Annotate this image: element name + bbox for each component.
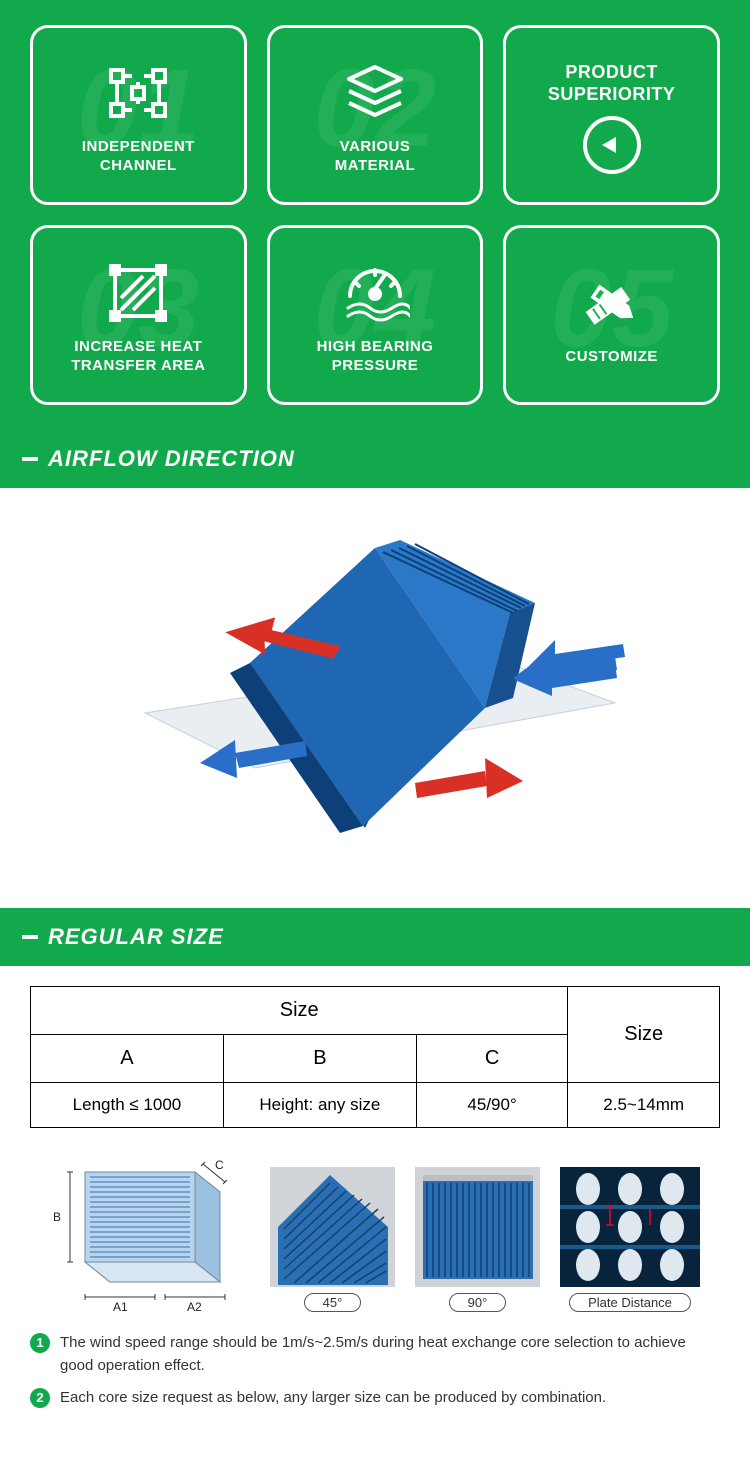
section-title: AIRFLOW DIRECTION xyxy=(48,446,295,472)
play-icon xyxy=(583,116,641,174)
feature-grid: 01 INDEPENDENTCHANNEL 02 VARIOUSMATERIAL… xyxy=(0,0,750,430)
table-header-size-right: Size xyxy=(568,987,720,1083)
note-item: 1 The wind speed range should be 1m/s~2.… xyxy=(30,1332,720,1377)
airflow-diagram xyxy=(0,488,750,908)
feature-customize: 05 CUSTOMIZE xyxy=(503,225,720,405)
table-subheader: A xyxy=(31,1035,224,1083)
section-size-header: REGULAR SIZE xyxy=(0,908,750,966)
note-badge: 1 xyxy=(30,1333,50,1353)
thumb-caption: Plate Distance xyxy=(569,1293,691,1312)
section-title: REGULAR SIZE xyxy=(48,924,224,950)
gauge-icon xyxy=(340,258,410,328)
thumb-plate-distance: Plate Distance xyxy=(560,1167,700,1312)
table-cell: Height: any size xyxy=(223,1083,416,1128)
feature-pressure: 04 HIGH BEARINGPRESSURE xyxy=(267,225,484,405)
feature-various-material: 02 VARIOUSMATERIAL xyxy=(267,25,484,205)
thumb-45: 45° xyxy=(270,1167,395,1312)
thumb-dimensions: B A1 A2 C xyxy=(30,1152,250,1312)
feature-label: INCREASE HEATTRANSFER AREA xyxy=(71,338,205,376)
thumb-caption: 90° xyxy=(449,1293,507,1312)
table-subheader: B xyxy=(223,1035,416,1083)
dim-label: B xyxy=(53,1210,61,1224)
feature-label: CUSTOMIZE xyxy=(565,348,658,367)
note-badge: 2 xyxy=(30,1388,50,1408)
size-table-wrap: Size Size A B C Length ≤ 1000 Height: an… xyxy=(0,966,750,1138)
feature-label: VARIOUSMATERIAL xyxy=(335,138,415,176)
channel-icon xyxy=(103,58,173,128)
section-airflow-header: AIRFLOW DIRECTION xyxy=(0,430,750,488)
note-text: The wind speed range should be 1m/s~2.5m… xyxy=(60,1332,720,1377)
feature-label: PRODUCTSUPERIORITY xyxy=(548,61,676,106)
thumbnail-row: B A1 A2 C 45° xyxy=(0,1138,750,1322)
dim-label: A1 xyxy=(113,1300,128,1314)
dim-label: A2 xyxy=(187,1300,202,1314)
table-cell: Length ≤ 1000 xyxy=(31,1083,224,1128)
table-subheader: C xyxy=(416,1035,568,1083)
thumb-90: 90° xyxy=(415,1167,540,1312)
feature-independent-channel: 01 INDEPENDENTCHANNEL xyxy=(30,25,247,205)
feature-label: HIGH BEARINGPRESSURE xyxy=(317,338,434,376)
note-item: 2 Each core size request as below, any l… xyxy=(30,1387,720,1410)
feature-heat-area: 03 INCREASE HEATTRANSFER AREA xyxy=(30,225,247,405)
table-cell: 45/90° xyxy=(416,1083,568,1128)
table-cell: 2.5~14mm xyxy=(568,1083,720,1128)
size-table: Size Size A B C Length ≤ 1000 Height: an… xyxy=(30,986,720,1128)
notes-list: 1 The wind speed range should be 1m/s~2.… xyxy=(0,1322,750,1450)
layers-icon xyxy=(340,58,410,128)
thumb-caption: 45° xyxy=(304,1293,362,1312)
note-text: Each core size request as below, any lar… xyxy=(60,1387,606,1410)
dim-label: C xyxy=(215,1158,224,1172)
feature-label: INDEPENDENTCHANNEL xyxy=(82,138,195,176)
area-icon xyxy=(103,258,173,328)
table-header-size: Size xyxy=(31,987,568,1035)
customize-icon xyxy=(577,268,647,338)
feature-product-superiority[interactable]: PRODUCTSUPERIORITY xyxy=(503,25,720,205)
